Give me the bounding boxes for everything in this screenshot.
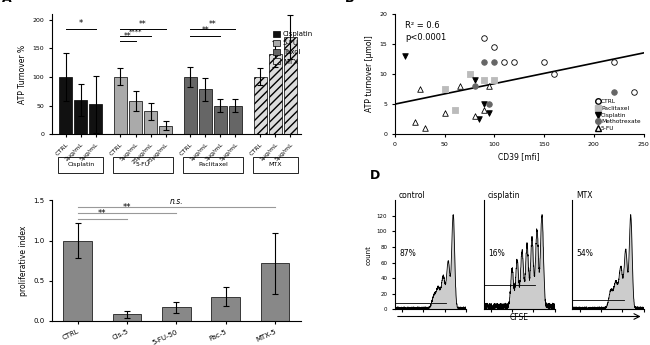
- Point: [484, 110, 495, 116]
- Bar: [184, 77, 197, 134]
- Bar: [89, 105, 103, 134]
- Text: **: **: [98, 209, 107, 218]
- Bar: [283, 37, 297, 134]
- FancyBboxPatch shape: [58, 157, 103, 173]
- Bar: [261, 263, 289, 321]
- Point: [484, 83, 495, 89]
- Point: [539, 59, 549, 65]
- Bar: [144, 111, 157, 134]
- Bar: [74, 100, 87, 134]
- Text: **: **: [123, 203, 131, 212]
- Text: **: **: [139, 20, 147, 29]
- Bar: [129, 101, 142, 134]
- Bar: [63, 240, 92, 321]
- Point: [484, 101, 495, 107]
- Point: [410, 119, 420, 125]
- Point: [454, 83, 465, 89]
- Y-axis label: count: count: [365, 245, 371, 265]
- Point: [479, 77, 489, 83]
- Bar: [268, 54, 282, 134]
- Text: 87%: 87%: [399, 249, 416, 258]
- Point: [474, 116, 485, 122]
- Text: ****: ****: [129, 29, 142, 35]
- Point: [420, 126, 430, 131]
- Text: **: **: [124, 32, 132, 41]
- Bar: [59, 77, 72, 134]
- Point: [469, 114, 480, 119]
- Point: [509, 59, 519, 65]
- Point: [464, 71, 474, 77]
- Bar: [254, 77, 266, 134]
- Bar: [112, 314, 141, 321]
- Bar: [159, 126, 172, 134]
- Point: [489, 44, 500, 50]
- Point: [489, 77, 500, 83]
- Point: [439, 86, 450, 92]
- Legend: Cisplatin, 5-FU, Taxol, MTX: Cisplatin, 5-FU, Taxol, MTX: [273, 31, 313, 65]
- Bar: [114, 77, 127, 134]
- Text: MTX: MTX: [576, 191, 593, 200]
- Bar: [199, 89, 212, 134]
- Text: CFSE: CFSE: [510, 313, 528, 322]
- Text: **: **: [202, 26, 209, 35]
- Text: **: **: [209, 20, 216, 29]
- FancyBboxPatch shape: [113, 157, 173, 173]
- Point: [549, 71, 559, 77]
- Point: [479, 59, 489, 65]
- Point: [449, 107, 460, 113]
- Text: 54%: 54%: [577, 249, 593, 258]
- Point: [479, 35, 489, 41]
- Text: MTX: MTX: [268, 162, 282, 167]
- FancyBboxPatch shape: [183, 157, 243, 173]
- Point: [479, 101, 489, 107]
- Point: [608, 59, 619, 65]
- Point: [489, 59, 500, 65]
- Bar: [162, 307, 190, 321]
- Text: n.s.: n.s.: [170, 197, 183, 206]
- Bar: [211, 297, 240, 321]
- Point: [499, 59, 510, 65]
- Bar: [214, 106, 227, 134]
- X-axis label: CD39 [mfi]: CD39 [mfi]: [499, 152, 540, 161]
- Text: control: control: [398, 191, 425, 200]
- Point: [629, 89, 639, 95]
- Text: Cisplatin: Cisplatin: [67, 162, 94, 167]
- Y-axis label: proliferative index: proliferative index: [19, 225, 27, 296]
- Text: R² = 0.6
p<0.0001: R² = 0.6 p<0.0001: [405, 21, 446, 42]
- Text: 5-FU: 5-FU: [136, 162, 150, 167]
- Text: B: B: [345, 0, 355, 5]
- Bar: [229, 106, 242, 134]
- FancyBboxPatch shape: [253, 157, 298, 173]
- Point: [415, 86, 425, 92]
- Point: [469, 77, 480, 83]
- Text: 16%: 16%: [488, 249, 505, 258]
- Point: [439, 110, 450, 116]
- Y-axis label: ATP Turnover %: ATP Turnover %: [18, 45, 27, 104]
- Text: A: A: [3, 0, 12, 5]
- Point: [400, 53, 410, 59]
- Legend: CTRL, Paclitaxel, Cisplatin, Methotrexate, 5-FU: CTRL, Paclitaxel, Cisplatin, Methotrexat…: [596, 99, 641, 131]
- Text: cisplatin: cisplatin: [488, 191, 520, 200]
- Point: [608, 89, 619, 95]
- Text: D: D: [370, 169, 380, 182]
- Point: [469, 83, 480, 89]
- Text: Paclitaxel: Paclitaxel: [198, 162, 228, 167]
- Y-axis label: ATP turnover [μmol]: ATP turnover [μmol]: [365, 36, 374, 112]
- Point: [479, 107, 489, 113]
- Text: *: *: [79, 19, 83, 28]
